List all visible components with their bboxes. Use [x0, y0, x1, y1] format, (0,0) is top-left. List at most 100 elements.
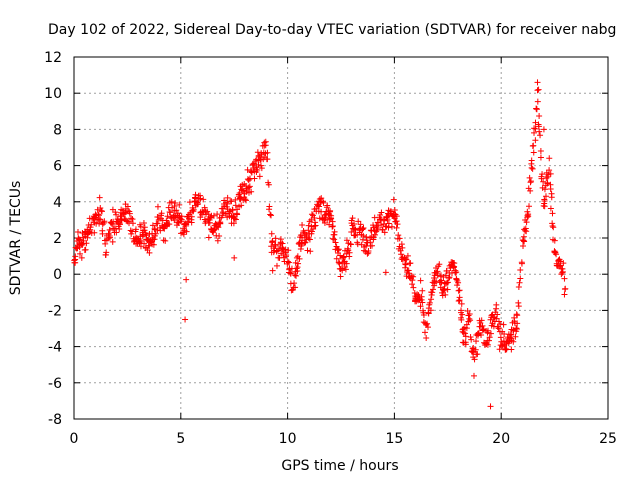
data-point — [419, 287, 426, 294]
data-point — [462, 330, 469, 337]
data-point — [291, 272, 298, 279]
data-point — [314, 202, 321, 209]
data-point — [166, 208, 173, 215]
data-point — [404, 252, 411, 259]
data-point — [234, 211, 241, 218]
data-point — [216, 233, 223, 240]
data-point — [363, 234, 370, 241]
data-point — [545, 171, 552, 178]
data-point — [474, 351, 481, 358]
data-point — [441, 285, 448, 292]
data-point — [429, 286, 436, 293]
data-point — [365, 249, 372, 256]
data-point — [140, 219, 147, 226]
data-point — [533, 106, 540, 113]
x-tick-label: 15 — [385, 431, 403, 447]
data-point — [311, 214, 318, 221]
data-point — [149, 222, 156, 229]
data-point — [495, 318, 502, 325]
data-point — [456, 287, 463, 294]
data-point — [96, 194, 103, 201]
data-point — [195, 200, 202, 207]
data-point — [462, 341, 469, 348]
data-point — [98, 207, 105, 214]
data-point — [542, 193, 549, 200]
data-point — [528, 164, 535, 171]
data-point — [254, 149, 261, 156]
data-point — [522, 225, 529, 232]
data-point — [215, 224, 222, 231]
y-tick-label: 2 — [53, 231, 62, 247]
data-point — [547, 170, 554, 177]
outlier-point — [535, 86, 542, 93]
data-point — [302, 239, 309, 246]
data-point — [384, 216, 391, 223]
data-point — [134, 235, 141, 242]
data-point — [427, 307, 434, 314]
data-point — [285, 259, 292, 266]
data-point — [132, 226, 139, 233]
data-point — [232, 202, 239, 209]
data-point — [405, 267, 412, 274]
data-point — [321, 219, 328, 226]
data-point — [301, 239, 308, 246]
data-point — [262, 142, 269, 149]
data-point — [494, 311, 501, 318]
data-point — [490, 315, 497, 322]
data-point — [532, 119, 539, 126]
data-point — [126, 208, 133, 215]
data-point — [83, 240, 90, 247]
data-point — [360, 225, 367, 232]
data-point — [436, 261, 443, 268]
x-tick-label: 20 — [492, 431, 510, 447]
data-point — [123, 217, 130, 224]
y-tick-label: -6 — [48, 376, 62, 392]
data-point — [348, 229, 355, 236]
y-tick-label: 4 — [53, 195, 62, 211]
data-point — [456, 294, 463, 301]
data-point — [240, 187, 247, 194]
data-point — [129, 220, 136, 227]
data-point — [464, 307, 471, 314]
data-point — [152, 230, 159, 237]
data-point — [548, 194, 555, 201]
data-point — [420, 311, 427, 318]
data-point — [391, 207, 398, 214]
data-point — [318, 208, 325, 215]
data-point — [319, 215, 326, 222]
data-point — [513, 325, 520, 332]
y-tick-label: 6 — [53, 159, 62, 175]
data-point — [544, 180, 551, 187]
data-point — [520, 243, 527, 250]
data-point — [178, 213, 185, 220]
data-point — [293, 265, 300, 272]
axis-ticks: 0 5 10 15 20 25 -8 -6 -4 -2 0 2 4 6 8 10 12 — [44, 50, 617, 447]
data-point — [514, 312, 521, 319]
data-point — [524, 212, 531, 219]
data-point — [78, 254, 85, 261]
data-point — [512, 333, 519, 340]
data-point — [192, 195, 199, 202]
data-point — [393, 213, 400, 220]
data-point — [381, 229, 388, 236]
data-point — [343, 237, 350, 244]
data-point — [342, 266, 349, 273]
data-point — [308, 211, 315, 218]
outlier-point — [231, 254, 238, 261]
data-point — [370, 234, 377, 241]
data-point — [408, 272, 415, 279]
data-point — [393, 218, 400, 225]
data-point — [320, 199, 327, 206]
data-point — [561, 275, 568, 282]
data-point — [359, 225, 366, 232]
data-point — [529, 143, 536, 150]
data-point — [560, 260, 567, 267]
data-point — [243, 197, 250, 204]
data-point — [268, 230, 275, 237]
data-point — [444, 279, 451, 286]
data-point — [396, 235, 403, 242]
data-point — [343, 260, 350, 267]
data-point — [495, 325, 502, 332]
data-point — [536, 112, 543, 119]
data-point — [458, 300, 465, 307]
